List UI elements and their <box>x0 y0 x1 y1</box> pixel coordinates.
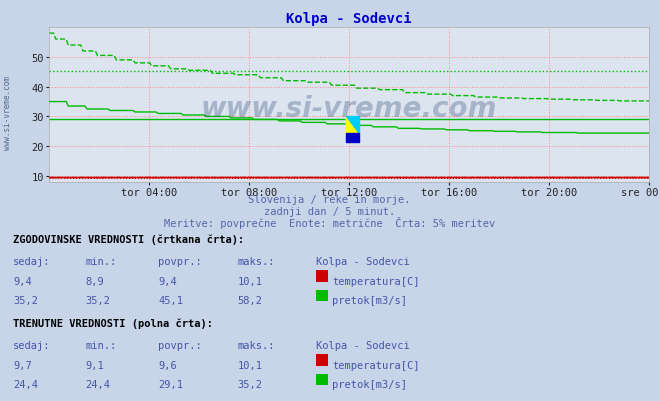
Text: pretok[m3/s]: pretok[m3/s] <box>332 295 407 305</box>
Text: 10,1: 10,1 <box>237 360 262 370</box>
Text: Kolpa - Sodevci: Kolpa - Sodevci <box>316 340 410 350</box>
Text: povpr.:: povpr.: <box>158 340 202 350</box>
Text: min.:: min.: <box>86 340 117 350</box>
Text: 9,4: 9,4 <box>13 276 32 286</box>
Text: temperatura[C]: temperatura[C] <box>332 276 420 286</box>
Text: maks.:: maks.: <box>237 257 275 267</box>
Text: Meritve: povprečne  Enote: metrične  Črta: 5% meritev: Meritve: povprečne Enote: metrične Črta:… <box>164 217 495 229</box>
Text: 24,4: 24,4 <box>86 379 111 389</box>
Text: 9,6: 9,6 <box>158 360 177 370</box>
Text: povpr.:: povpr.: <box>158 257 202 267</box>
Text: 35,2: 35,2 <box>237 379 262 389</box>
Polygon shape <box>346 117 359 134</box>
Text: www.si-vreme.com: www.si-vreme.com <box>3 75 13 149</box>
Bar <box>346 134 359 143</box>
Text: temperatura[C]: temperatura[C] <box>332 360 420 370</box>
Text: sedaj:: sedaj: <box>13 257 51 267</box>
Text: 35,2: 35,2 <box>13 295 38 305</box>
Text: maks.:: maks.: <box>237 340 275 350</box>
Text: min.:: min.: <box>86 257 117 267</box>
Text: sedaj:: sedaj: <box>13 340 51 350</box>
Text: 9,1: 9,1 <box>86 360 104 370</box>
Text: www.si-vreme.com: www.si-vreme.com <box>201 94 498 122</box>
Text: 35,2: 35,2 <box>86 295 111 305</box>
Text: pretok[m3/s]: pretok[m3/s] <box>332 379 407 389</box>
Title: Kolpa - Sodevci: Kolpa - Sodevci <box>287 11 412 26</box>
Text: 9,4: 9,4 <box>158 276 177 286</box>
Text: TRENUTNE VREDNOSTI (polna črta):: TRENUTNE VREDNOSTI (polna črta): <box>13 318 213 328</box>
Text: 9,7: 9,7 <box>13 360 32 370</box>
Text: 58,2: 58,2 <box>237 295 262 305</box>
Text: Slovenija / reke in morje.: Slovenija / reke in morje. <box>248 194 411 205</box>
Text: ZGODOVINSKE VREDNOSTI (črtkana črta):: ZGODOVINSKE VREDNOSTI (črtkana črta): <box>13 234 244 245</box>
Polygon shape <box>346 117 359 134</box>
Text: 10,1: 10,1 <box>237 276 262 286</box>
Text: Kolpa - Sodevci: Kolpa - Sodevci <box>316 257 410 267</box>
Text: 45,1: 45,1 <box>158 295 183 305</box>
Text: 8,9: 8,9 <box>86 276 104 286</box>
Text: zadnji dan / 5 minut.: zadnji dan / 5 minut. <box>264 207 395 217</box>
Text: 24,4: 24,4 <box>13 379 38 389</box>
Text: 29,1: 29,1 <box>158 379 183 389</box>
